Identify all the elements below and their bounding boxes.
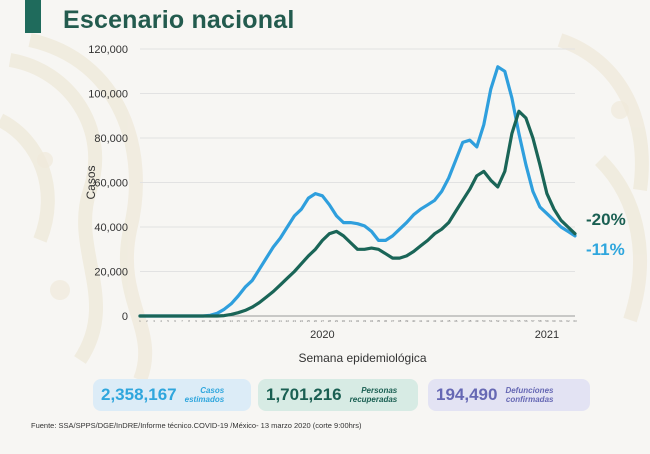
x-tick-label: 42: [426, 319, 430, 323]
x-tick-label: 18: [258, 319, 262, 323]
y-axis-title: Casos: [84, 165, 98, 199]
series-line-1: [138, 65, 577, 318]
x-tick-label: 14: [230, 319, 234, 323]
x-tick-label: 9: [195, 319, 197, 323]
x-tick-label: 26: [314, 319, 318, 323]
x-tick-label: 3: [153, 319, 155, 323]
x-tick-label: 31: [349, 319, 353, 323]
x-tick-label: 39: [405, 319, 409, 323]
stat-label-line: Defunciones: [505, 386, 554, 395]
title-accent-bar: [25, 0, 41, 33]
annotation-blue: -11%: [586, 240, 625, 259]
x-tick-label: 46: [454, 319, 458, 323]
x-tick-label: 29: [335, 319, 339, 323]
x-tick-label: 56: [524, 319, 528, 323]
stat-estimated-cases: 2,358,167 Casos estimados: [93, 379, 251, 411]
x-tick-label: 47: [461, 319, 465, 323]
x-tick-label: 23: [293, 319, 297, 323]
y-tick-label: 80,000: [94, 133, 128, 145]
x-tick-label: 59: [545, 319, 549, 323]
x-tick-label: 53: [503, 319, 507, 323]
x-axis-title: Semana epidemiológica: [298, 351, 426, 365]
stat-value: 1,701,216: [266, 385, 342, 404]
stat-label-line: confirmadas: [505, 395, 554, 404]
x-tick-label: 2: [146, 319, 148, 323]
y-tick-label: 60,000: [94, 178, 128, 190]
stat-label-line: recuperadas: [349, 395, 398, 404]
stat-label: Defunciones confirmadas: [505, 386, 553, 404]
x-tick-label: 6: [174, 319, 176, 323]
y-tick-label: 100,000: [88, 89, 128, 101]
x-tick-label: 35: [377, 319, 381, 323]
x-tick-label: 12: [216, 319, 220, 323]
x-tick-label: 22: [286, 319, 290, 323]
x-tick-label: 62: [566, 319, 570, 323]
stat-label-line: estimados: [184, 395, 225, 404]
year-label: 2020: [310, 329, 334, 341]
stat-recovered: 1,701,216 Personas recuperadas: [258, 379, 418, 411]
x-tick-label: 28: [328, 319, 332, 323]
x-tick-label: 27: [321, 319, 325, 323]
annotation-green: -20%: [586, 210, 626, 229]
x-tick-label: 21: [279, 319, 283, 323]
x-tick-label: 61: [559, 319, 563, 323]
x-tick-label: 34: [370, 319, 374, 323]
y-tick-label: 20,000: [94, 267, 128, 279]
x-tick-label: 43: [433, 319, 437, 323]
x-tick-label: 24: [300, 319, 304, 323]
x-tick-label: 49: [475, 319, 479, 323]
x-tick-label: 40: [412, 319, 416, 323]
x-tick-label: 51: [489, 319, 493, 323]
x-tick-label: 55: [517, 319, 521, 323]
page-title: Escenario nacional: [63, 6, 295, 34]
stat-label: Personas recuperadas: [350, 386, 398, 404]
x-tick-label: 33: [363, 319, 367, 323]
y-tick-label: 120,000: [88, 44, 128, 56]
x-tick-label: 48: [468, 319, 472, 323]
stat-value: 194,490: [436, 385, 498, 404]
x-tick-label: 30: [342, 319, 346, 323]
y-tick-label: 40,000: [94, 222, 128, 234]
y-tick-label: 0: [122, 311, 128, 323]
x-tick-label: 16: [244, 319, 248, 323]
x-tick-label: 37: [391, 319, 395, 323]
x-tick-label: 58: [538, 319, 542, 323]
stat-deaths: 194,490 Defunciones confirmadas: [428, 379, 590, 411]
x-tick-label: 15: [237, 319, 241, 323]
x-tick-label: 52: [496, 319, 500, 323]
x-tick-label: 7: [181, 319, 183, 323]
x-tick-label: 11: [209, 319, 212, 323]
x-tick-label: 45: [447, 319, 451, 323]
x-tick-label: 20: [272, 319, 276, 323]
x-tick-label: 19: [265, 319, 269, 323]
x-tick-label: 10: [201, 319, 205, 323]
series-line-2: [138, 109, 577, 318]
x-tick-label: 32: [356, 319, 360, 323]
stat-label-line: Casos: [200, 386, 225, 395]
source-note: Fuente: SSA/SPPS/DGE/InDRE/Informe técni…: [31, 421, 362, 430]
stat-label-line: Personas: [361, 386, 398, 395]
year-label: 2021: [535, 329, 559, 341]
x-tick-label: 57: [531, 319, 535, 323]
x-tick-label: 13: [223, 319, 227, 323]
stat-value: 2,358,167: [101, 385, 177, 404]
x-tick-label: 25: [307, 319, 311, 323]
x-tick-label: 5: [167, 319, 169, 323]
x-tick-label: 38: [398, 319, 402, 323]
x-tick-label: 36: [384, 319, 388, 323]
stat-label: Casos estimados: [185, 386, 225, 404]
x-tick-label: 50: [482, 319, 486, 323]
x-tick-label: 8: [188, 319, 190, 323]
x-tick-label: 41: [419, 319, 423, 323]
x-tick-label: 44: [440, 319, 444, 323]
x-tick-label: 4: [160, 319, 162, 323]
x-tick-label: 1: [139, 319, 141, 323]
x-tick-label: 54: [510, 319, 514, 323]
x-tick-label: 63: [573, 319, 577, 323]
x-tick-label: 17: [251, 319, 255, 323]
x-tick-label: 60: [552, 319, 556, 323]
